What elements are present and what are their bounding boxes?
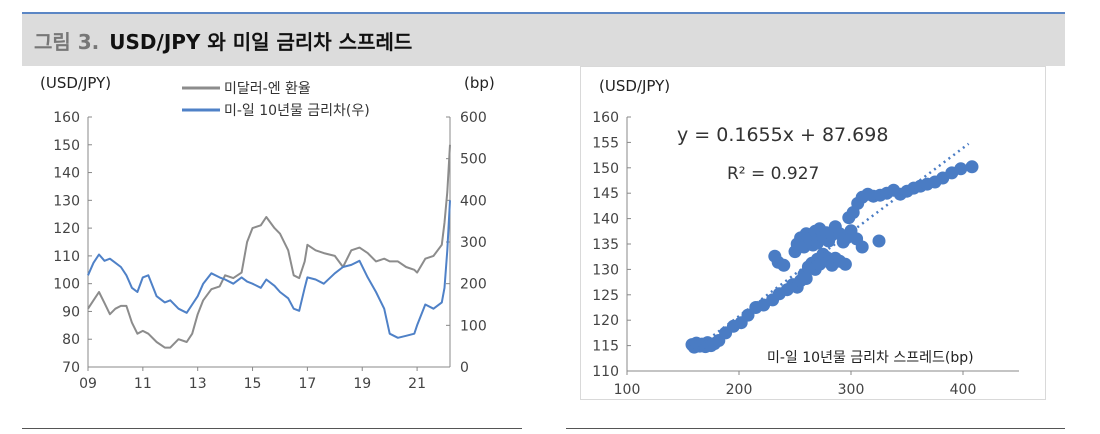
scatter-y-tick-label: 125 <box>592 288 619 304</box>
line-chart-svg: (USD/JPY) (bp) 미달러-엔 환율 미-일 10년물 금리차(우) … <box>40 74 495 392</box>
x-tick-label: 13 <box>189 376 207 392</box>
figure-title-bar: 그림 3. USD/JPY 와 미일 금리차 스프레드 <box>22 14 1065 66</box>
line-chart-legend: 미달러-엔 환율 미-일 10년물 금리차(우) <box>182 81 370 119</box>
right-y-tick-label: 100 <box>460 318 487 334</box>
left-y-tick-label: 90 <box>62 304 80 320</box>
scatter-y-tick-label: 110 <box>592 364 619 380</box>
bottom-rule-right <box>566 428 1065 429</box>
right-y-tick-label: 400 <box>460 193 487 209</box>
x-tick-label: 21 <box>408 376 426 392</box>
scatter-point <box>872 234 886 248</box>
right-y-tick-label: 200 <box>460 277 487 293</box>
scatter-x-tick-label: 300 <box>838 382 865 398</box>
x-tick-label: 11 <box>134 376 152 392</box>
x-tick-label: 15 <box>244 376 262 392</box>
scatter-point <box>799 272 813 285</box>
scatter-point <box>965 160 979 174</box>
line-chart-axes: 70 80 90 100 110 120 130 140 150 160 0 100 200 300 400… <box>53 110 486 392</box>
right-y-tick-label: 300 <box>460 235 487 251</box>
legend-label-spread: 미-일 10년물 금리차(우) <box>224 103 370 119</box>
r-squared-label: R² = 0.927 <box>727 164 819 184</box>
line-chart-series <box>87 144 451 349</box>
scatter-y-tick-label: 130 <box>592 262 619 278</box>
figure-title: USD/JPY 와 미일 금리차 스프레드 <box>109 29 413 54</box>
scatter-x-tick-label: 200 <box>726 382 753 398</box>
left-y-tick-label: 100 <box>53 277 80 293</box>
scatter-x-tick-label: 100 <box>614 382 641 398</box>
left-y-tick-label: 110 <box>53 249 80 265</box>
left-y-tick-label: 70 <box>62 360 80 376</box>
scatter-point <box>777 258 791 272</box>
usdjpy-series-line <box>87 144 451 349</box>
scatter-x-tick-label: 400 <box>950 382 977 398</box>
left-y-tick-label: 120 <box>53 221 80 237</box>
spread-series-line <box>87 200 451 339</box>
scatter-y-tick-label: 160 <box>592 110 619 126</box>
right-y-tick-label: 600 <box>460 110 487 126</box>
scatter-y-axis-label: (USD/JPY) <box>599 77 670 95</box>
scatter-chart-svg: (USD/JPY) y = 0.1655x + 87.698 R² = 0.92… <box>592 77 1019 398</box>
scatter-y-tick-label: 150 <box>592 161 619 177</box>
regression-equation: y = 0.1655x + 87.698 <box>677 124 888 146</box>
right-axis-label: (bp) <box>464 74 495 92</box>
right-y-tick-label: 0 <box>460 360 469 376</box>
left-y-tick-label: 160 <box>53 110 80 126</box>
scatter-chart-points <box>685 142 979 354</box>
scatter-y-tick-label: 120 <box>592 313 619 329</box>
scatter-point <box>855 240 869 254</box>
top-accent-rule <box>22 12 1065 14</box>
scatter-point <box>838 257 852 271</box>
legend-label-usdjpy: 미달러-엔 환율 <box>224 81 311 97</box>
scatter-point <box>954 162 968 176</box>
scatter-y-tick-label: 140 <box>592 212 619 228</box>
left-y-tick-label: 150 <box>53 138 80 154</box>
scatter-y-tick-label: 115 <box>592 339 619 355</box>
scatter-y-tick-label: 145 <box>592 186 619 202</box>
x-tick-label: 17 <box>298 376 316 392</box>
left-y-tick-label: 130 <box>53 193 80 209</box>
spread-scatter-chart: (USD/JPY) y = 0.1655x + 87.698 R² = 0.92… <box>580 66 1046 400</box>
left-y-tick-label: 140 <box>53 166 80 182</box>
x-tick-label: 09 <box>79 376 97 392</box>
usdjpy-spread-line-chart: (USD/JPY) (bp) 미달러-엔 환율 미-일 10년물 금리차(우) … <box>22 66 522 396</box>
figure-label: 그림 3. <box>34 29 100 54</box>
scatter-x-axis-label: 미-일 10년물 금리차 스프레드(bp) <box>767 350 974 366</box>
right-y-tick-label: 500 <box>460 152 487 168</box>
x-tick-label: 19 <box>353 376 371 392</box>
scatter-y-tick-label: 155 <box>592 135 619 151</box>
scatter-chart-axes: 110 115 120 125 130 135 140 145 150 155 160 100 200 3… <box>592 110 1019 398</box>
left-y-tick-label: 80 <box>62 332 80 348</box>
bottom-rule-left <box>22 428 522 429</box>
left-axis-label: (USD/JPY) <box>40 74 111 92</box>
scatter-y-tick-label: 135 <box>592 237 619 253</box>
